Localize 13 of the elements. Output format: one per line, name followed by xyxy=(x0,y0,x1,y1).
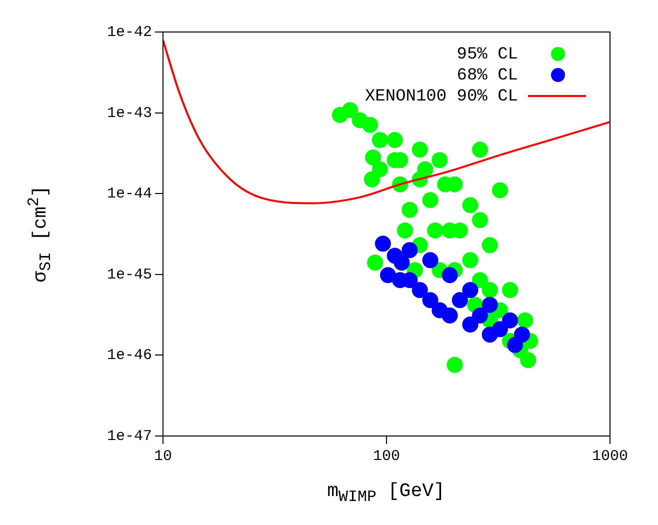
y-tick-label: 1e-47 xyxy=(106,428,152,445)
legend-label: 95% CL xyxy=(456,46,518,64)
y-tick-label: 1e-44 xyxy=(106,186,152,203)
x-tick-label: 1000 xyxy=(592,448,628,465)
y-tick-label: 1e-46 xyxy=(106,347,152,364)
legend-label: XENON100 90% CL xyxy=(364,88,518,106)
y-tick-label: 1e-45 xyxy=(106,266,152,284)
legend-label: 68% CL xyxy=(456,66,518,86)
x-axis-title: m$_{WIMP}$ [GeV] xyxy=(327,480,445,506)
x-tick-label: 10 xyxy=(154,448,172,465)
x-tick-label: 100 xyxy=(372,448,400,465)
y-tick-label: 1e-42 xyxy=(106,24,152,41)
y-tick-label: 1e-43 xyxy=(106,104,152,122)
